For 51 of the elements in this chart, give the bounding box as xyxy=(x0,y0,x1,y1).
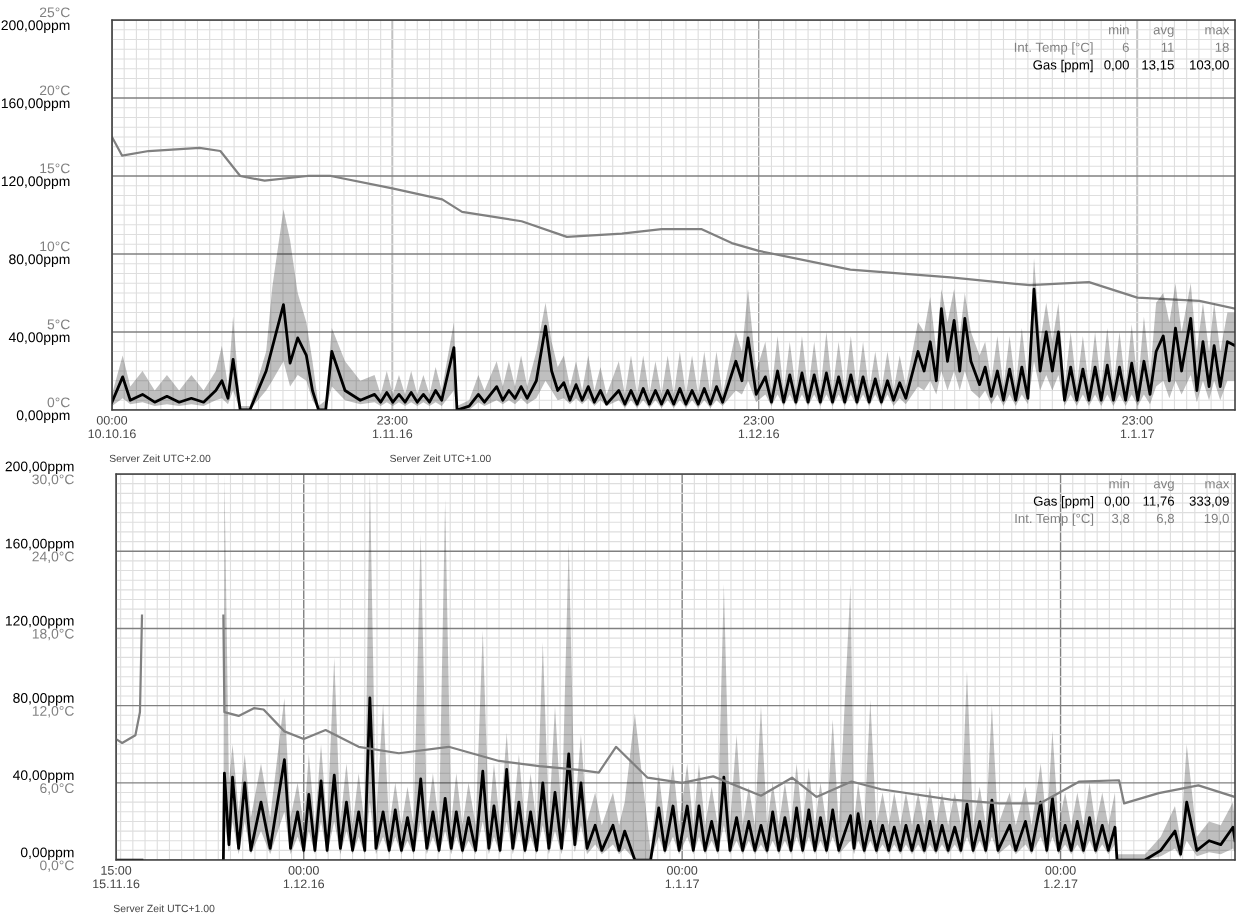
y2-tick-label: 0,0°C xyxy=(40,860,74,872)
annotation: max xyxy=(1205,27,1230,35)
y-tick-label: 15°C xyxy=(40,163,70,174)
x-tick-label: 00:00 1.1.17 xyxy=(665,865,699,889)
x-tick-label: 23:00 1.1.17 xyxy=(1120,415,1155,439)
y-tick-label: 20°C xyxy=(39,85,70,96)
annotation: 3,8 xyxy=(1111,513,1130,525)
y2-tick-label: 24,0°C xyxy=(32,551,74,564)
y-tick-label: 10°C xyxy=(40,241,70,252)
annotation: min xyxy=(1109,24,1129,35)
annotation: 11,76 xyxy=(1143,496,1175,508)
text: Server Zeit UTC+1.00 xyxy=(390,454,491,463)
y-tick-label: 200,00ppm xyxy=(5,461,74,475)
text: Server Zeit UTC+2.00 xyxy=(109,454,211,463)
x-tick-label: 00:00 1.12.16 xyxy=(283,865,325,889)
annotation: 13,15 xyxy=(1142,60,1174,72)
text: Server Zeit UTC+1.00 xyxy=(113,904,215,913)
y-tick-label: 120,00ppm xyxy=(5,615,74,629)
annotation: 18 xyxy=(1215,42,1229,52)
annotation: 19,0 xyxy=(1204,513,1229,525)
y-tick-label: 40,00ppm xyxy=(12,770,74,783)
text: Gas [ppm] xyxy=(1033,59,1093,73)
annotation: avg xyxy=(1153,27,1174,38)
y2-tick-label: 6,0°C xyxy=(40,783,74,795)
y-tick-label: 25°C xyxy=(39,7,70,18)
annotation: avg xyxy=(1153,481,1174,491)
x-tick-label: 23:00 1.12.16 xyxy=(738,415,780,439)
annotation: min xyxy=(1109,478,1129,489)
annotation: 6,8 xyxy=(1156,513,1175,525)
y2-tick-label: 30,0°C xyxy=(32,474,74,486)
x-tick-label: 15:00 15.11.16 xyxy=(93,865,140,889)
annotation: max xyxy=(1205,481,1230,489)
y-tick-label: 0°C xyxy=(47,397,70,408)
y-tick-label: 80,00ppm xyxy=(13,693,74,706)
annotation: 6 xyxy=(1122,42,1129,52)
x-tick-label: 00:00 10.10.16 xyxy=(88,415,136,439)
y2-tick-label: 18,0°C xyxy=(32,628,74,641)
annotation: 11 xyxy=(1161,42,1174,52)
annotation: 333,09 xyxy=(1189,496,1229,508)
annotation: 0,00 xyxy=(1104,60,1129,72)
x-tick-label: 00:00 1.2.17 xyxy=(1044,865,1078,889)
y2-tick-label: 12,0°C xyxy=(32,706,74,718)
text: Int. Temp [°C] xyxy=(1014,42,1093,55)
x-tick-label: 23:00 1.11.16 xyxy=(372,415,413,439)
annotation: 103,00 xyxy=(1190,60,1229,72)
y-tick-label: 160,00ppm xyxy=(5,538,74,552)
annotation: 0,00 xyxy=(1104,496,1130,508)
text: Gas [ppm] xyxy=(1033,496,1094,509)
y-tick-label: 0,00ppm xyxy=(20,847,74,861)
text: Int. Temp [°C] xyxy=(1015,513,1094,526)
y-tick-label: 5°C xyxy=(47,319,70,330)
